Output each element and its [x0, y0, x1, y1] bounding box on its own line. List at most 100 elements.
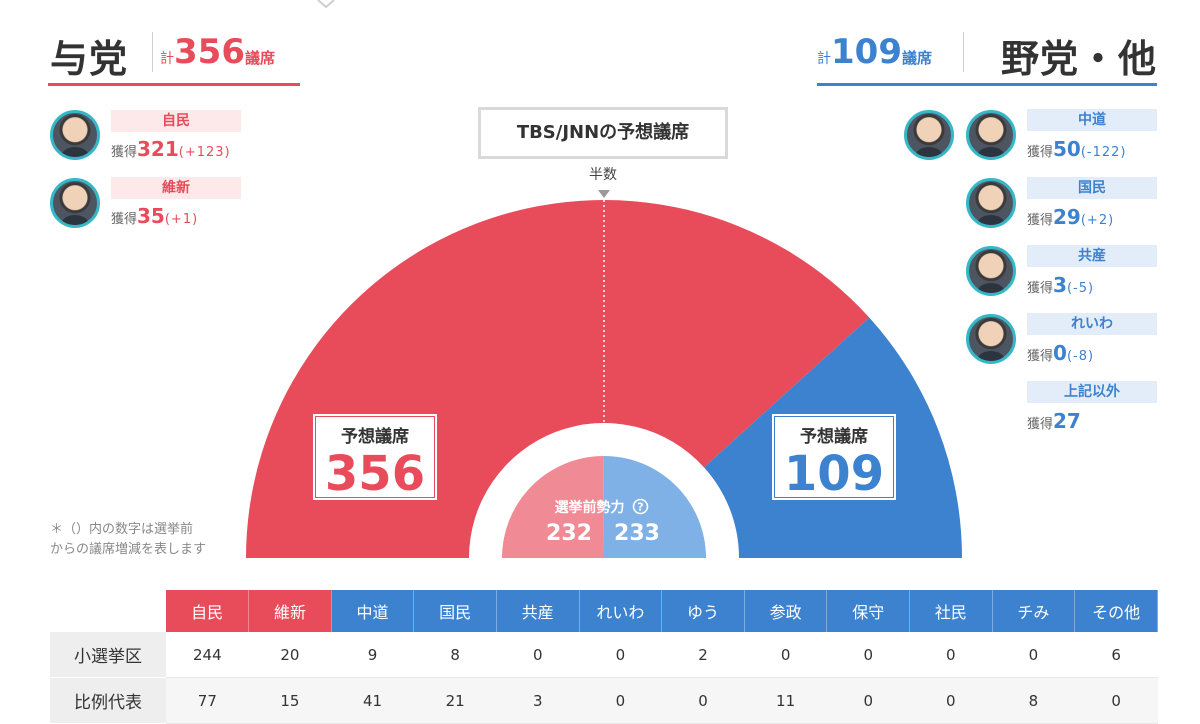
won-label: 獲得: [1027, 145, 1054, 160]
table-row: 比例代表 77 15 41 21 3 0 0 11 0 0 8 0: [50, 677, 1158, 724]
opposition-total-prefix: 計: [817, 51, 831, 67]
table-row: 小選挙区 244 20 9 8 0 0 2 0 0 0 0 6: [50, 632, 1158, 678]
seat-count: 29: [1053, 205, 1081, 229]
opposition-total: 計109議席: [817, 32, 932, 72]
ruling-seat-label: 予想議席: [341, 427, 409, 447]
table-header-cell: ゆう: [661, 590, 745, 632]
table-header-cell: 社民: [909, 590, 993, 632]
table-cell: 0: [992, 632, 1075, 678]
ruling-header: 与党 計356議席: [48, 20, 300, 86]
table-header-row: 自民 維新 中道 国民 共産 れいわ ゆう 参政 保守 社民 チみ その他: [50, 590, 1158, 632]
ruling-total-suffix: 議席: [244, 49, 275, 67]
seat-change: (-122): [1080, 145, 1127, 160]
table-header-cell: 保守: [826, 590, 911, 632]
party-name-others: 上記以外: [1027, 381, 1157, 403]
table-cell: 0: [496, 632, 580, 678]
table-cell: 21: [413, 677, 497, 724]
table-cell: 8: [992, 677, 1075, 724]
party-seats-kyosan: 獲得3(-5): [1027, 273, 1094, 297]
won-label: 獲得: [111, 145, 138, 160]
party-seats-jimin: 獲得321(+123): [111, 137, 231, 161]
party-name-kyosan: 共産: [1027, 245, 1157, 267]
pre-election-opposition: 233: [614, 521, 660, 546]
pre-election-title: 選挙前勢力 ?: [532, 497, 672, 517]
opposition-header: 計109議席 野党・他: [817, 20, 1157, 86]
party-name-kokumin: 国民: [1027, 177, 1157, 199]
header-divider: [963, 32, 964, 72]
party-leader-avatar: [904, 110, 954, 160]
seat-change: (-8): [1066, 349, 1095, 364]
table-header-cell: その他: [1074, 590, 1158, 632]
opposition-seat-box: 予想議席 109: [769, 411, 899, 503]
table-row-label: 小選挙区: [50, 632, 167, 678]
ruling-total-number: 356: [174, 32, 245, 72]
table-header-cell: 共産: [496, 590, 580, 632]
table-header-cell: チみ: [992, 590, 1076, 632]
seat-change: (+123): [178, 145, 231, 160]
seat-change: (-5): [1066, 281, 1095, 296]
seat-change: (+2): [1080, 213, 1115, 228]
ruling-label: 与党: [50, 37, 129, 81]
party-seats-others: 獲得27: [1027, 409, 1081, 433]
ruling-seat-number: 356: [324, 446, 426, 502]
party-name-jimin: 自民: [111, 110, 241, 132]
table-cell: 0: [579, 632, 662, 678]
seat-change: (+1): [164, 212, 199, 227]
table-cell: 11: [744, 677, 827, 724]
table-cell: 0: [744, 632, 827, 678]
table-cell: 2: [661, 632, 745, 678]
won-label: 獲得: [1027, 281, 1054, 296]
table-corner: [50, 590, 167, 632]
table-cell: 0: [579, 677, 662, 724]
party-leader-avatar: [966, 110, 1016, 160]
party-seats-ishin: 獲得35(+1): [111, 204, 198, 228]
won-label: 獲得: [1027, 213, 1054, 228]
opposition-seat-number: 109: [783, 446, 885, 502]
ruling-total-prefix: 計: [160, 51, 174, 67]
won-label: 獲得: [111, 212, 138, 227]
seat-count: 50: [1053, 137, 1081, 161]
party-name-ishin: 維新: [111, 177, 241, 199]
help-icon[interactable]: ?: [632, 498, 649, 515]
seat-count: 321: [137, 137, 179, 161]
table-cell: 15: [248, 677, 332, 724]
half-mark-label: 半数: [589, 167, 617, 183]
party-name-reiwa: れいわ: [1027, 313, 1157, 335]
ruling-total: 計356議席: [160, 32, 275, 72]
won-label: 獲得: [1027, 349, 1054, 364]
party-leader-avatar: [966, 178, 1016, 228]
party-name-chudo: 中道: [1027, 109, 1157, 131]
party-seats-chudo: 獲得50(-122): [1027, 137, 1127, 161]
pre-election-title-text: 選挙前勢力: [554, 500, 625, 516]
table-cell: 9: [331, 632, 414, 678]
table-cell: 6: [1074, 632, 1158, 678]
table-cell: 8: [413, 632, 497, 678]
table-cell: 77: [166, 677, 249, 724]
seat-count: 35: [137, 204, 165, 228]
pre-election-ruling-slice: [502, 456, 604, 558]
opposition-total-suffix: 議席: [901, 49, 932, 67]
opposition-total-number: 109: [831, 32, 902, 72]
table-row-label: 比例代表: [50, 677, 167, 724]
table-cell: 41: [331, 677, 414, 724]
table-header-cell: 国民: [413, 590, 497, 632]
footnote-line-1: ＊（）内の数字は選挙前: [50, 522, 194, 537]
table-header-cell: 自民: [166, 590, 250, 632]
pre-election-opposition-slice: [603, 455, 706, 558]
opposition-seat-label: 予想議席: [800, 427, 868, 447]
party-leader-avatar: [966, 246, 1016, 296]
table-header-cell: 維新: [248, 590, 332, 632]
party-leader-avatar: [50, 178, 100, 228]
seat-count: 27: [1053, 409, 1081, 433]
table-cell: 0: [661, 677, 745, 724]
top-marker: [317, 0, 335, 9]
header-divider: [152, 32, 153, 72]
footnote-line-2: からの議席増減を表します: [50, 542, 207, 557]
party-seats-kokumin: 獲得29(+2): [1027, 205, 1114, 229]
chart-title: TBS/JNNの予想議席: [478, 107, 728, 159]
party-leader-avatar: [50, 110, 100, 160]
table-cell: 0: [909, 632, 993, 678]
table-cell: 0: [909, 677, 993, 724]
pre-election-ruling: 232: [546, 521, 592, 546]
seat-count: 3: [1053, 273, 1067, 297]
